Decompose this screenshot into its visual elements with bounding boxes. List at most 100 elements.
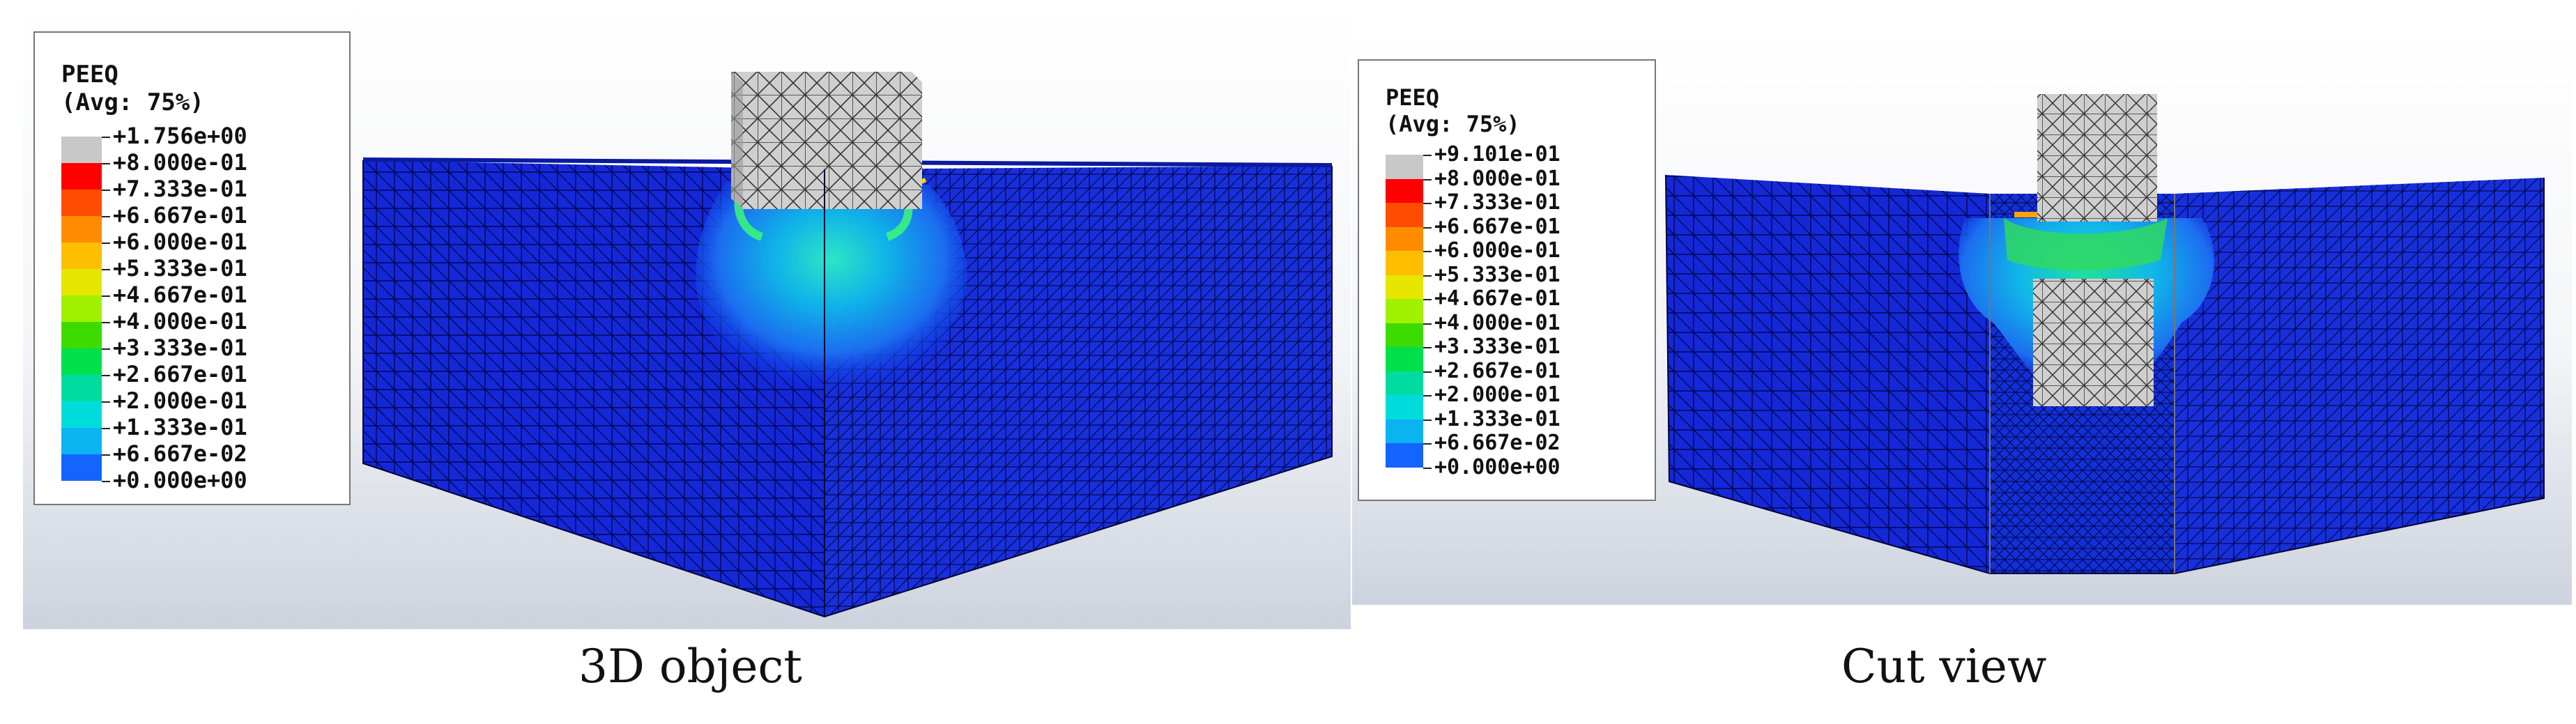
legend-tick: [1423, 347, 1432, 348]
legend-entry: +2.667e-01: [35, 361, 349, 401]
legend-tick: [1423, 419, 1432, 421]
legend-tick: [1423, 251, 1432, 252]
legend-tick: [1423, 323, 1432, 325]
legend-color-swatch: [1386, 226, 1423, 251]
legend-tick: [102, 375, 110, 376]
legend-tick: [1423, 371, 1432, 373]
legend-peeq-3d-object: PEEQ (Avg: 75%) +1.756e+00 +8.000e-01 +7.3…: [33, 31, 351, 505]
legend-value: +5.333e-01: [113, 255, 247, 282]
legend-color-swatch: [1386, 275, 1423, 299]
legend-entry: +4.000e-01: [1359, 310, 1655, 347]
legend-color-swatch: [1386, 251, 1423, 275]
legend-value: +2.000e-01: [113, 387, 247, 414]
legend-tick: [102, 190, 110, 191]
legend-color-swatch: [61, 216, 102, 242]
legend-value: +5.333e-01: [1434, 262, 1561, 287]
legend-value: +2.000e-01: [1434, 383, 1561, 407]
legend-color-swatch: [1386, 419, 1423, 443]
legend-entry: +5.333e-01: [1359, 262, 1655, 299]
legend-entry: +6.667e-02: [1359, 431, 1655, 468]
legend-tick: [1423, 203, 1432, 204]
legend-entry: +4.667e-01: [35, 282, 349, 322]
legend-tick: [1423, 178, 1432, 180]
legend-value: +3.333e-01: [1434, 334, 1561, 359]
legend-color-swatch: [1386, 323, 1423, 347]
legend-tick: [102, 454, 110, 456]
legend-color-swatch: [61, 295, 102, 322]
legend-entry: +1.333e-01: [1359, 406, 1655, 443]
legend-tick: [102, 348, 110, 350]
legend-entry: +2.000e-01: [1359, 383, 1655, 419]
legend-value: +6.667e-02: [113, 440, 247, 467]
legend-tick: [102, 137, 110, 138]
legend-tick: [102, 322, 110, 323]
legend-entry: +0.000e+00: [1359, 454, 1655, 480]
legend-value: +4.000e-01: [113, 308, 247, 334]
legend-value: +1.333e-01: [113, 414, 247, 440]
legend-value: +3.333e-01: [113, 334, 247, 361]
legend-value: +0.000e+00: [1434, 454, 1561, 479]
legend-entry: +6.667e-01: [35, 202, 349, 242]
legend-color-swatch: [1386, 299, 1423, 323]
legend-color-swatch: [61, 269, 102, 295]
legend-color-swatch: [61, 401, 102, 428]
legend-value: +8.000e-01: [113, 149, 247, 176]
legend-color-swatch: [1386, 395, 1423, 419]
legend-subtitle: (Avg: 75%): [1386, 111, 1520, 137]
legend-tick: [102, 401, 110, 403]
legend-entry: +6.000e-01: [1359, 238, 1655, 275]
legend-value: +1.333e-01: [1434, 406, 1561, 431]
legend-subtitle: (Avg: 75%): [61, 88, 204, 116]
legend-color-swatch: [61, 137, 102, 163]
legend-entry: +4.000e-01: [35, 308, 349, 348]
legend-entry: +4.667e-01: [1359, 286, 1655, 323]
legend-value: +7.333e-01: [1434, 190, 1561, 215]
legend-color-swatch: [1386, 178, 1423, 203]
caption-3d-object: 3D object: [578, 640, 802, 693]
legend-tick: [102, 216, 110, 217]
legend-entry: +2.000e-01: [35, 387, 349, 428]
legend-entry: +5.333e-01: [35, 255, 349, 295]
legend-value: +2.667e-01: [113, 361, 247, 387]
legend-tick: [102, 269, 110, 270]
legend-tick: [102, 163, 110, 164]
legend-value: +4.667e-01: [1434, 286, 1561, 311]
legend-value: +7.333e-01: [113, 176, 247, 202]
legend-entry: +0.000e+00: [35, 467, 349, 494]
legend-entry: +2.667e-01: [1359, 358, 1655, 395]
legend-color-swatch: [61, 163, 102, 190]
caption-cut-view: Cut view: [1841, 640, 2047, 693]
legend-tick: [1423, 443, 1432, 445]
legend-color-swatch: [1386, 443, 1423, 468]
legend-tick: [1423, 395, 1432, 396]
legend-tick: [102, 242, 110, 244]
legend-color-swatch: [61, 322, 102, 348]
legend-color-swatch: [61, 190, 102, 216]
fem-model-3d-object: [23, 0, 1351, 629]
legend-entry: +6.000e-01: [35, 229, 349, 269]
legend-value: +2.667e-01: [1434, 358, 1561, 383]
legend-value: +0.000e+00: [113, 467, 247, 493]
legend-value: +1.756e+00: [113, 123, 247, 149]
viewport-3d-object: PEEQ (Avg: 75%) +1.756e+00 +8.000e-01 +7.3…: [23, 0, 1351, 629]
legend-value: +6.000e-01: [113, 229, 247, 255]
legend-color-swatch: [1386, 155, 1423, 179]
legend-color-swatch: [1386, 347, 1423, 371]
legend-tick: [102, 295, 110, 297]
legend-value: +8.000e-01: [1434, 166, 1561, 191]
legend-color-swatch: [61, 375, 102, 401]
legend-color-swatch: [61, 428, 102, 454]
legend-peeq-cut-view: PEEQ (Avg: 75%) +9.101e-01 +8.000e-01 +7.3…: [1358, 59, 1656, 501]
legend-value: +9.101e-01: [1434, 142, 1561, 167]
legend-tick: [1423, 275, 1432, 277]
legend-tick: [102, 428, 110, 429]
legend-value: +6.667e-01: [1434, 214, 1561, 239]
legend-value: +6.667e-01: [113, 202, 247, 229]
legend-entry: +7.333e-01: [35, 176, 349, 216]
legend-value: +4.667e-01: [113, 282, 247, 308]
legend-tick: [1423, 467, 1432, 469]
legend-entry: +8.000e-01: [1359, 166, 1655, 203]
legend-value: +4.000e-01: [1434, 310, 1561, 335]
viewport-cut-view: PEEQ (Avg: 75%) +9.101e-01 +8.000e-01 +7.3…: [1352, 30, 2572, 605]
legend-color-swatch: [61, 348, 102, 375]
